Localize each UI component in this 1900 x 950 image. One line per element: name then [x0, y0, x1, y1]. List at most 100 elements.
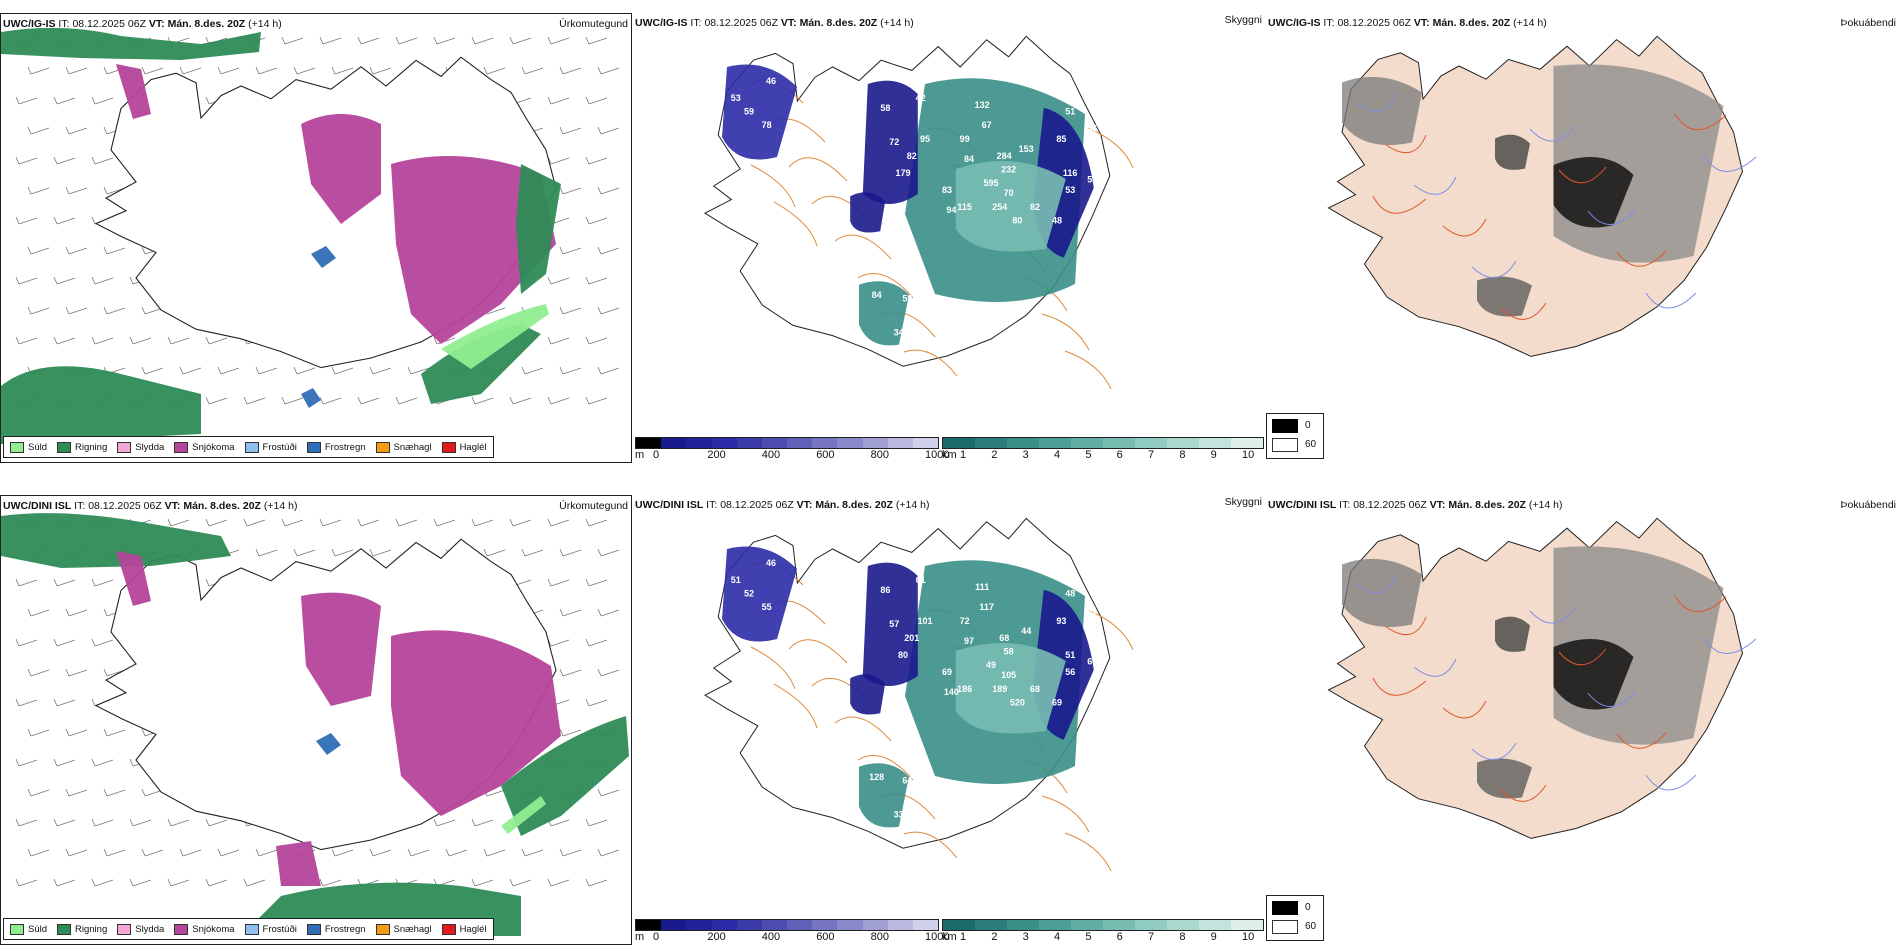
- visibility-area: [862, 80, 918, 204]
- it-value: 08.12.2025 06Z: [704, 17, 778, 29]
- model-name: UWC/IG-IS: [1268, 17, 1321, 29]
- visibility-value-label: 78: [762, 120, 772, 130]
- colorbar-segment: [1135, 438, 1167, 448]
- it-value: 08.12.2025 06Z: [88, 500, 162, 512]
- wind-barb: [559, 728, 582, 737]
- wind-barb: [103, 788, 126, 797]
- wind-barb: [559, 126, 582, 135]
- rivers-roads: [1355, 92, 1757, 320]
- visibility-value-label: 46: [766, 76, 776, 86]
- visibility-value-label: 82: [1030, 202, 1040, 212]
- wind-barb: [65, 788, 88, 797]
- colorbar-tick-label: 6: [1116, 931, 1123, 943]
- panel-header: UWC/IG-IS IT: 08.12.2025 06Z VT: Mán. 8.…: [1268, 17, 1547, 29]
- wind-barb: [407, 848, 430, 857]
- lead-time: (+14 h): [248, 18, 282, 30]
- it-label: IT:: [1323, 17, 1335, 29]
- visibility-panel-bottom: UWC/DINI ISL IT: 08.12.2025 06Z VT: Mán.…: [633, 495, 1265, 945]
- legend-item: Frostregn: [306, 441, 366, 453]
- wind-barb: [15, 878, 38, 887]
- legend-item: Haglél: [441, 923, 487, 935]
- lead-time: (+14 h): [1513, 17, 1547, 29]
- it-value: 08.12.2025 06Z: [720, 499, 794, 511]
- wind-barb: [585, 578, 608, 587]
- fog-area: [1477, 276, 1532, 317]
- wind-barb: [357, 518, 380, 527]
- vt-value: Mán. 8.des. 20Z: [183, 500, 261, 512]
- colorbar-segment: [761, 920, 788, 930]
- river: [1471, 260, 1517, 278]
- wind-barb: [53, 638, 76, 647]
- colorbar-segment: [1199, 920, 1231, 930]
- wind-barb: [65, 126, 88, 135]
- colorbar-segment: [1071, 920, 1103, 930]
- wind-barb: [27, 66, 50, 75]
- legend-swatch: [441, 441, 456, 453]
- colorbar-tick-label: 5: [1085, 449, 1092, 461]
- road: [903, 831, 958, 859]
- vt-value: Mán. 8.des. 20Z: [1432, 17, 1511, 29]
- wind-barb: [585, 216, 608, 225]
- wind-barb: [331, 848, 354, 857]
- panel-header: UWC/IG-IS IT: 08.12.2025 06Z VT: Mán. 8.…: [635, 17, 914, 29]
- wind-barb: [331, 66, 354, 75]
- colorbar-segment: [975, 438, 1007, 448]
- colorbar-tick-label: 600: [816, 931, 835, 943]
- road: [834, 716, 892, 742]
- road: [1674, 595, 1727, 613]
- colorbar-segment: [887, 920, 913, 930]
- colorbar-segment: [837, 438, 863, 448]
- road: [1041, 795, 1090, 833]
- wind-barb: [243, 396, 266, 405]
- legend-swatch: [117, 923, 132, 935]
- road: [1500, 302, 1547, 320]
- wind-barb: [395, 36, 418, 45]
- colorbar-tick-label: 6: [1116, 449, 1123, 461]
- fog-map: [1327, 517, 1757, 839]
- colorbar-segment: [862, 920, 888, 930]
- visibility-value-label: 60: [1087, 657, 1097, 667]
- wind-barb: [53, 216, 76, 225]
- river: [1587, 690, 1637, 707]
- wind-barb: [433, 36, 456, 45]
- river: [1529, 124, 1577, 142]
- visibility-value-label: 101: [917, 616, 932, 626]
- wind-barb: [483, 848, 506, 857]
- visibility-value-label: 105: [1001, 670, 1016, 680]
- colorbar-segment: [1007, 920, 1039, 930]
- road: [788, 157, 848, 182]
- colorbar-tick-label: 400: [761, 931, 781, 943]
- wind-barb: [585, 396, 608, 405]
- visibility-value-label: 58: [880, 103, 890, 113]
- visibility-value-label: 85: [1056, 134, 1066, 144]
- wind-barb: [141, 66, 164, 75]
- wind-barb: [471, 878, 494, 887]
- road: [773, 201, 818, 247]
- vt-value: Mán. 8.des. 20Z: [1448, 499, 1526, 511]
- colorbar-segment: [862, 438, 888, 448]
- road: [1384, 134, 1427, 154]
- wind-barb: [395, 518, 418, 527]
- colorbar-tick-label: 7: [1148, 449, 1155, 461]
- visibility-value-label: 99: [960, 134, 970, 144]
- visibility-value-label: 51: [1065, 650, 1075, 660]
- legend-swatch: [375, 923, 390, 935]
- model-name: UWC/IG-IS: [3, 18, 56, 30]
- legend-swatch: [57, 441, 72, 453]
- visibility-value-label: 69: [1052, 697, 1062, 707]
- wind-barb: [179, 848, 202, 857]
- wind-barb: [243, 518, 266, 527]
- legend-label: Frostregn: [324, 923, 366, 935]
- precip-map: [1, 513, 629, 936]
- colorbar-segment: [1167, 438, 1199, 448]
- colorbar-segment: [787, 920, 813, 930]
- visibility-value-label: 86: [880, 585, 890, 595]
- visibility-value-label: 595: [983, 178, 998, 188]
- precip-type-panel-top: UWC/IG-IS IT: 08.12.2025 06Z VT: Mán. 8.…: [0, 13, 632, 463]
- precip-area: [301, 592, 381, 706]
- visibility-value-label: 56: [1065, 667, 1075, 677]
- unit-label: km: [942, 449, 957, 461]
- wind-barb: [559, 668, 582, 677]
- visibility-value-label: 58: [1004, 646, 1014, 656]
- wind-barb: [91, 96, 114, 105]
